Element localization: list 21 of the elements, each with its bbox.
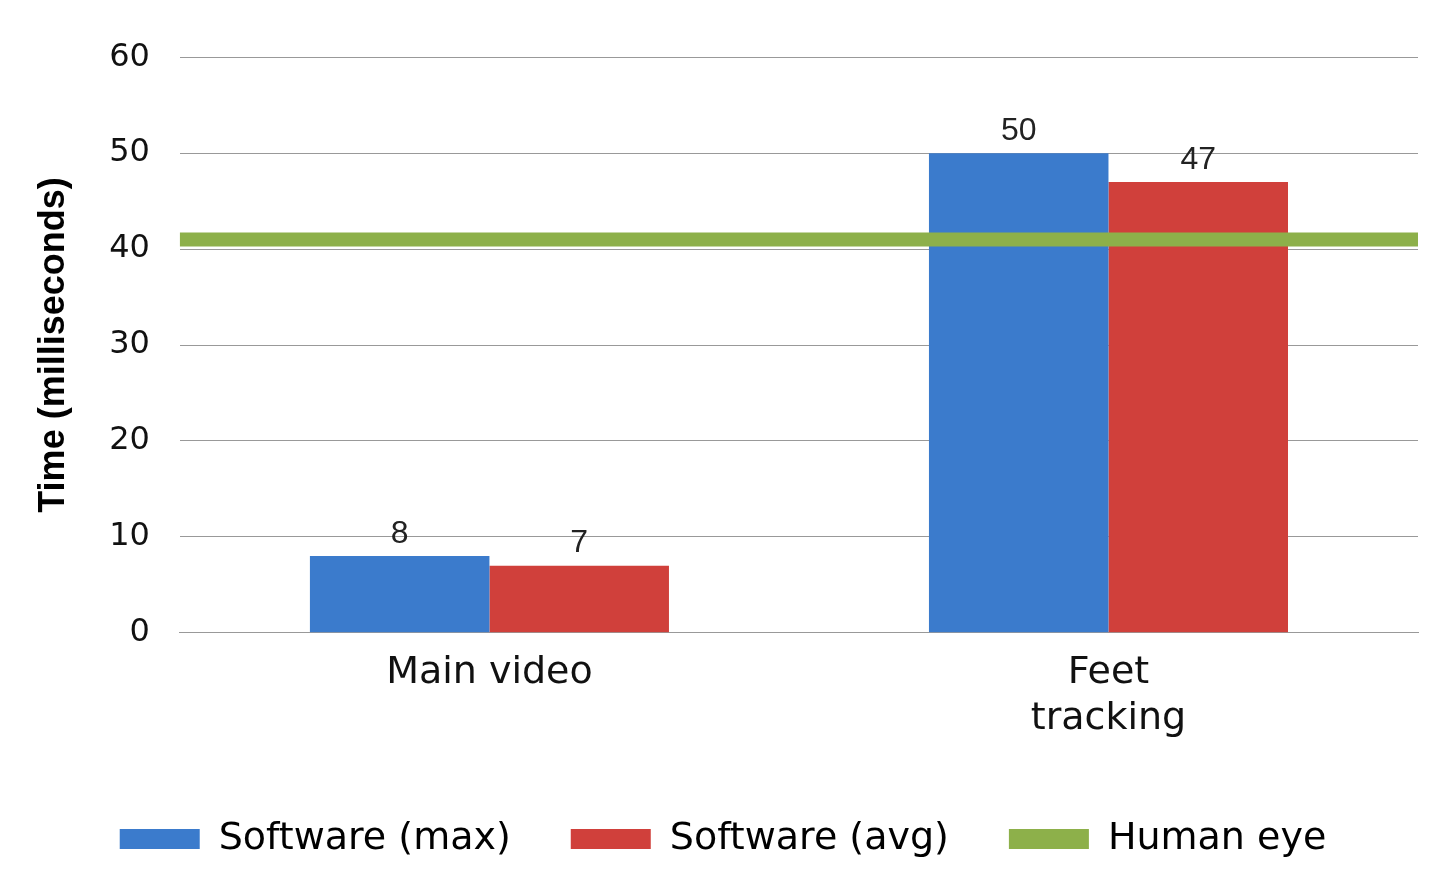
data-label: 8	[390, 513, 409, 550]
y-tick-label: 10	[109, 515, 150, 554]
y-axis-title: Time (milliseconds)	[30, 177, 72, 513]
y-tick-label: 0	[129, 611, 150, 650]
y-tick-label: 50	[109, 131, 150, 170]
data-label: 7	[570, 523, 589, 560]
y-tick-label: 30	[109, 323, 150, 362]
bar	[1108, 181, 1288, 633]
x-tick-label: Feet tracking	[1030, 648, 1187, 739]
legend-label: Software (avg)	[669, 813, 949, 858]
y-tick-label: 20	[109, 419, 150, 458]
y-tick-label: 60	[109, 35, 150, 74]
legend-label: Human eye	[1107, 813, 1327, 858]
legend-label: Software (max)	[218, 813, 511, 858]
bar	[489, 565, 669, 633]
data-label: 47	[1180, 139, 1217, 176]
bar	[928, 153, 1109, 633]
bar	[309, 556, 490, 633]
x-tick-label: Main video	[386, 648, 593, 693]
y-tick-label: 40	[109, 227, 150, 266]
data-label: 50	[1000, 110, 1037, 147]
